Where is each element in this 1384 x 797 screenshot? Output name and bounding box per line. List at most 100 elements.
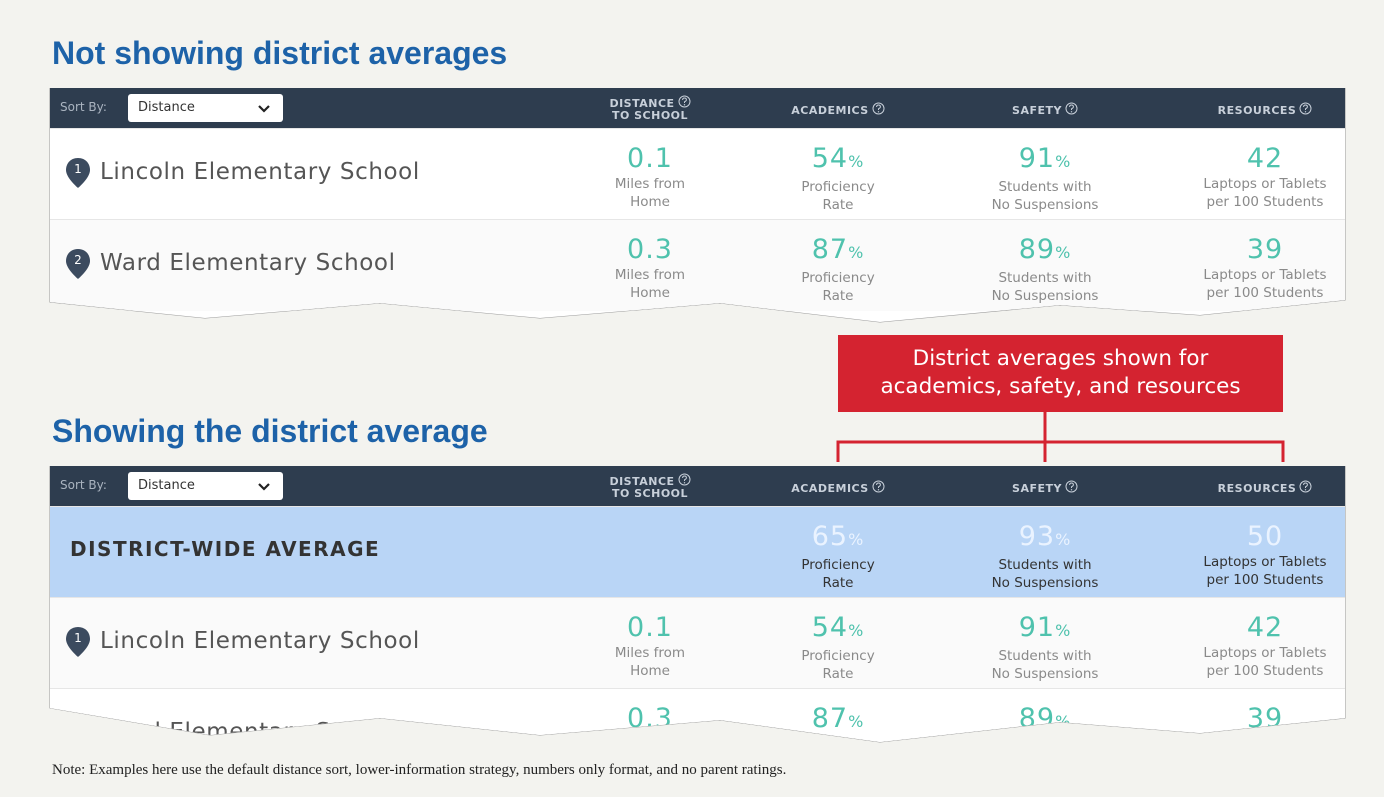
metric-caption: Home bbox=[630, 194, 670, 210]
metric-value: 50 bbox=[1165, 521, 1345, 553]
column-header-line: SAFETY bbox=[945, 102, 1145, 117]
chevron bbox=[258, 105, 270, 113]
metric-value: 42 bbox=[1165, 612, 1345, 644]
help-icon[interactable] bbox=[1299, 102, 1312, 115]
metric: 42 Laptops or Tablets per 100 Students bbox=[1165, 143, 1345, 211]
metric-unit: % bbox=[1055, 530, 1072, 549]
metric-unit: % bbox=[1055, 621, 1072, 640]
table-header: Sort By: Distance DISTANCE TO SCHOOL ACADEMI… bbox=[50, 466, 1345, 506]
metric-number: 87 bbox=[811, 703, 849, 734]
school-name: Lincoln Elementary School bbox=[100, 159, 420, 185]
metric-number: 91 bbox=[1018, 143, 1056, 174]
metric: 93% Students with No Suspensions bbox=[945, 521, 1145, 592]
metric-value: 0.1 bbox=[550, 143, 750, 175]
table-row: 1 Lincoln Elementary School 0.1 Miles from H… bbox=[50, 597, 1345, 689]
metric-unit: % bbox=[848, 243, 865, 262]
metric-caption: Students with bbox=[998, 557, 1092, 573]
metric-caption: Proficiency bbox=[801, 557, 875, 573]
metric: 91% Students with No Suspensions bbox=[945, 612, 1145, 683]
school-name: Ward Elementary School bbox=[100, 250, 396, 276]
metric-number: 89 bbox=[1018, 234, 1056, 265]
metric-unit: % bbox=[848, 712, 865, 731]
metric-caption: per 100 Students bbox=[1206, 663, 1324, 679]
metric-caption: Home bbox=[630, 285, 670, 301]
help-icon[interactable] bbox=[1299, 480, 1312, 493]
metric-caption: Proficiency bbox=[801, 270, 875, 286]
metric-caption: Laptops or Tablets bbox=[1203, 267, 1327, 283]
help-icon[interactable] bbox=[872, 102, 885, 115]
school-name: Lincoln Elementary School bbox=[100, 628, 420, 654]
table-header: Sort By: Distance DISTANCE TO SCHOOL ACADEMI… bbox=[50, 88, 1345, 128]
metric-caption: Rate bbox=[822, 666, 854, 682]
column-header-line: RESOURCES bbox=[1165, 102, 1345, 117]
help-icon[interactable] bbox=[678, 473, 691, 486]
metric-number: 91 bbox=[1018, 612, 1056, 643]
help-icon[interactable] bbox=[1065, 480, 1078, 493]
metric: 91% Students with No Suspensions bbox=[945, 143, 1145, 214]
map-pin: 2 bbox=[65, 248, 91, 284]
metric-number: 54 bbox=[811, 143, 849, 174]
map-pin: 1 bbox=[65, 626, 91, 662]
section-title: Showing the district average bbox=[52, 413, 488, 449]
metric-number: 42 bbox=[1246, 143, 1284, 174]
map-pin: 1 bbox=[65, 157, 91, 193]
column-header-line: SAFETY bbox=[945, 480, 1145, 495]
metric-value: 87% bbox=[738, 703, 938, 738]
metric-caption: per 100 Students bbox=[1206, 285, 1324, 301]
column-header-line: TO SCHOOL bbox=[611, 109, 689, 122]
metric-number: 42 bbox=[1246, 612, 1284, 643]
metric: 65% Proficiency Rate bbox=[738, 521, 938, 592]
metric: 42 Laptops or Tablets per 100 Students bbox=[1165, 612, 1345, 680]
sort-select[interactable]: Distance bbox=[128, 472, 283, 500]
pin-shape bbox=[66, 249, 90, 279]
help-icon[interactable] bbox=[1065, 102, 1078, 115]
column-header: ACADEMICS bbox=[738, 480, 938, 495]
metric-value: 54% bbox=[738, 143, 938, 178]
table: Sort By: Distance DISTANCE TO SCHOOL ACADEMI… bbox=[50, 88, 1345, 322]
pin-shape bbox=[66, 627, 90, 657]
metric-caption: Miles from bbox=[614, 645, 686, 661]
metric: 0.1 Miles from Home bbox=[550, 143, 750, 211]
metric: 50 Laptops or Tablets per 100 Students bbox=[1165, 521, 1345, 589]
pin-shape bbox=[66, 158, 90, 188]
metric-caption: Proficiency bbox=[801, 648, 875, 664]
help-icon[interactable] bbox=[872, 480, 885, 493]
metric-caption: per 100 Students bbox=[1206, 572, 1324, 588]
help-icon[interactable] bbox=[678, 95, 691, 108]
pin-number: 1 bbox=[74, 631, 82, 645]
table: Sort By: Distance DISTANCE TO SCHOOL ACADEMI… bbox=[50, 466, 1345, 742]
metric-caption: Rate bbox=[822, 575, 854, 591]
metric-value: 54% bbox=[738, 612, 938, 647]
sort-label: Sort By: bbox=[60, 100, 107, 114]
note: Note: Examples here use the default dist… bbox=[52, 762, 787, 778]
metric-caption: Students with bbox=[998, 179, 1092, 195]
metric-number: 0.1 bbox=[627, 612, 673, 643]
metric-value: 91% bbox=[945, 612, 1145, 647]
sort-label: Sort By: bbox=[60, 478, 107, 492]
metric: 54% Proficiency Rate bbox=[738, 612, 938, 683]
metric-value: 91% bbox=[945, 143, 1145, 178]
metric-number: 54 bbox=[811, 612, 849, 643]
metric-caption: Students with bbox=[998, 648, 1092, 664]
metric-unit: % bbox=[1055, 243, 1072, 262]
metric-value: 0.1 bbox=[550, 612, 750, 644]
metric-caption: Miles from bbox=[614, 176, 686, 192]
sort-select[interactable]: Distance bbox=[128, 94, 283, 122]
metric: 54% Proficiency Rate bbox=[738, 143, 938, 214]
column-header: DISTANCE TO SCHOOL bbox=[550, 473, 750, 500]
column-header-line: RESOURCES bbox=[1165, 480, 1345, 495]
metric-caption: No Suspensions bbox=[991, 666, 1099, 682]
metric-caption: Laptops or Tablets bbox=[1203, 176, 1327, 192]
metric-caption: Miles from bbox=[614, 267, 686, 283]
metric-number: 0.1 bbox=[627, 143, 673, 174]
metric: 0.1 Miles from Home bbox=[550, 612, 750, 680]
metric-caption: Rate bbox=[822, 288, 854, 304]
metric-caption: Laptops or Tablets bbox=[1203, 645, 1327, 661]
metric-number: 39 bbox=[1246, 234, 1284, 265]
metric-caption: Students with bbox=[998, 270, 1092, 286]
metric-number: 93 bbox=[1018, 521, 1056, 552]
metric-caption: No Suspensions bbox=[991, 197, 1099, 213]
metric-unit: % bbox=[1055, 152, 1072, 171]
